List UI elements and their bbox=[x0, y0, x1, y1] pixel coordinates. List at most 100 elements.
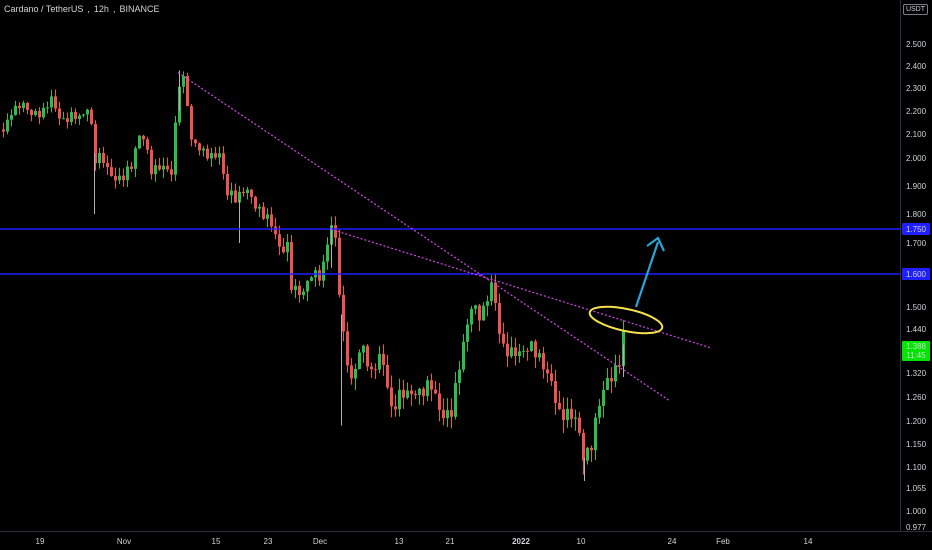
candle-body bbox=[342, 294, 345, 332]
last-price-tag-bg bbox=[902, 341, 930, 361]
candle-body bbox=[414, 394, 417, 396]
candle-body bbox=[614, 365, 617, 382]
trendline-descending-2[interactable] bbox=[329, 228, 713, 349]
candle-body bbox=[134, 148, 137, 169]
candle-body bbox=[38, 110, 41, 118]
candle-body bbox=[490, 282, 493, 302]
symbol-title[interactable]: Cardano / TetherUS , 12h , BINANCE bbox=[4, 4, 159, 14]
candle-body bbox=[102, 153, 105, 164]
candle-body bbox=[538, 353, 541, 358]
candle-body bbox=[602, 389, 605, 406]
price-tick-label: 2.100 bbox=[906, 130, 927, 139]
last-price-countdown: 11:45 bbox=[906, 351, 926, 360]
candle-body bbox=[382, 353, 385, 365]
candle-body bbox=[266, 214, 269, 219]
symbol-exchange: BINANCE bbox=[119, 4, 160, 14]
candle-body bbox=[586, 447, 589, 461]
candle-body bbox=[54, 96, 57, 109]
candle-body bbox=[410, 390, 413, 395]
level-tag-label: 1.600 bbox=[906, 270, 927, 279]
candle-body bbox=[74, 112, 77, 119]
candle-body bbox=[262, 206, 265, 219]
currency-label[interactable]: USDT bbox=[902, 4, 928, 15]
candle-body bbox=[542, 353, 545, 370]
candle-body bbox=[578, 417, 581, 433]
candle-body bbox=[86, 109, 89, 115]
candle-body bbox=[462, 341, 465, 370]
candle-body bbox=[478, 305, 481, 321]
level-tag-label: 1.750 bbox=[906, 225, 927, 234]
candle-body bbox=[282, 246, 285, 253]
time-tick-label: 19 bbox=[36, 537, 45, 546]
candle-body bbox=[290, 241, 293, 291]
candle-body bbox=[10, 115, 13, 120]
candle-body bbox=[442, 409, 445, 419]
price-tick-label: 1.800 bbox=[906, 210, 927, 219]
candle-body bbox=[126, 166, 129, 181]
breakout-arrow-head[interactable] bbox=[646, 236, 665, 252]
candle-body bbox=[582, 432, 585, 461]
candle-body bbox=[378, 353, 381, 370]
price-axis[interactable]: 2.500 2.400 2.300 2.200 2.100 2.000 1.900 1.800… bbox=[906, 40, 927, 532]
candle-body bbox=[482, 305, 485, 321]
candle-body bbox=[138, 135, 141, 149]
price-tick-label: 2.300 bbox=[906, 84, 927, 93]
candle-body bbox=[302, 291, 305, 296]
time-tick-label: 10 bbox=[577, 537, 586, 546]
candle-body bbox=[534, 341, 537, 358]
candle-body bbox=[274, 226, 277, 235]
candle-body bbox=[514, 347, 517, 357]
price-tick-label: 2.000 bbox=[906, 154, 927, 163]
time-tick-label: 21 bbox=[446, 537, 455, 546]
highlight-ellipse[interactable] bbox=[588, 302, 665, 339]
candle-body bbox=[238, 191, 241, 203]
time-tick-label: Dec bbox=[313, 537, 327, 546]
candle-body bbox=[430, 380, 433, 390]
candle-body bbox=[194, 139, 197, 144]
trendline-descending-1[interactable] bbox=[177, 72, 671, 402]
candle-body bbox=[546, 369, 549, 374]
price-tick-label: 1.700 bbox=[906, 239, 927, 248]
candle-body bbox=[210, 153, 213, 159]
candle-body bbox=[398, 389, 401, 410]
candle-body bbox=[190, 106, 193, 140]
time-tick-label: Nov bbox=[117, 537, 131, 546]
candle-body bbox=[570, 408, 573, 419]
candle-body bbox=[566, 408, 569, 421]
price-tick-label: 1.500 bbox=[906, 303, 927, 312]
candle-body bbox=[90, 109, 93, 124]
candle-body bbox=[558, 402, 561, 410]
price-tick-label: 1.440 bbox=[906, 325, 927, 334]
level-tag-bg bbox=[902, 268, 930, 280]
candle-body bbox=[434, 389, 437, 394]
price-tick-label: 1.150 bbox=[906, 440, 927, 449]
candle-body bbox=[454, 382, 457, 417]
candle-body bbox=[374, 369, 377, 371]
candle-body bbox=[386, 364, 389, 388]
candle-body bbox=[422, 388, 425, 397]
time-axis[interactable]: 19 Nov 15 23 Dec 13 21 2022 10 24 Feb 14 bbox=[36, 537, 813, 546]
candle-body bbox=[310, 277, 313, 281]
candle-body bbox=[94, 123, 97, 164]
candle-body bbox=[206, 148, 209, 159]
candle-body bbox=[610, 378, 613, 382]
candle-body bbox=[242, 191, 245, 194]
candle-body bbox=[106, 163, 109, 168]
candle-body bbox=[2, 129, 5, 132]
candle-body bbox=[234, 190, 237, 203]
candle-body bbox=[502, 333, 505, 344]
candle-body bbox=[258, 206, 261, 209]
candle-body bbox=[34, 110, 37, 116]
candle-body bbox=[114, 176, 117, 181]
candle-body bbox=[78, 115, 81, 119]
candle-body bbox=[506, 343, 509, 357]
price-tick-label: 1.055 bbox=[906, 484, 927, 493]
breakout-arrow-shaft[interactable] bbox=[634, 241, 660, 308]
candles-group bbox=[2, 70, 625, 481]
candle-body bbox=[306, 280, 309, 292]
candle-body bbox=[218, 153, 221, 158]
candle-body bbox=[30, 109, 33, 116]
candle-body bbox=[66, 118, 69, 123]
time-tick-label: 14 bbox=[804, 537, 813, 546]
